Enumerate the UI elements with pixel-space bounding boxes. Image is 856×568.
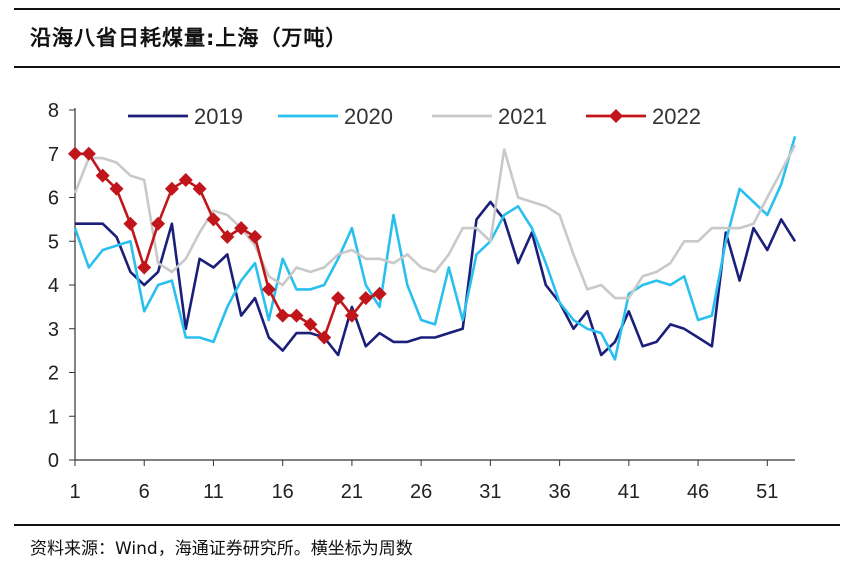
x-tick-label: 46: [687, 481, 709, 503]
data-point-2022: [275, 308, 290, 323]
y-tick-label: 2: [48, 363, 59, 385]
data-point-2022: [220, 229, 235, 244]
x-tick-label: 11: [203, 481, 224, 503]
series-line-2019: [75, 200, 797, 357]
data-point-2022: [123, 216, 138, 231]
data-point-2022: [248, 229, 262, 244]
data-point-2022: [164, 181, 179, 196]
y-tick-label: 3: [48, 319, 59, 341]
top-rule: [14, 8, 840, 10]
data-point-2022: [192, 181, 207, 196]
x-tick-label: 1: [69, 481, 80, 503]
data-point-2022: [344, 308, 359, 323]
x-tick-label: 16: [272, 481, 294, 503]
legend-label-2020: 2020: [344, 104, 393, 129]
x-tick-label: 51: [756, 481, 778, 503]
data-point-2022: [109, 181, 124, 196]
y-tick-label: 0: [48, 450, 59, 472]
y-tick-label: 1: [48, 406, 59, 428]
bottom-rule: [14, 524, 840, 526]
data-point-2022: [289, 308, 304, 323]
data-point-2022: [137, 260, 152, 275]
x-tick-label: 21: [341, 481, 363, 503]
legend: 2019 2020 2021 2022: [128, 104, 701, 129]
legend-label-2019: 2019: [194, 104, 243, 129]
legend-marker-2022: [609, 109, 623, 123]
data-point-2022: [95, 168, 110, 183]
series-line-2021: [73, 144, 797, 300]
series-line-2020: [73, 135, 797, 361]
chart-title: 沿海八省日耗煤量:上海（万吨）: [30, 26, 348, 50]
x-tick-label: 6: [139, 481, 150, 503]
x-tick-label: 36: [548, 481, 570, 503]
legend-label-2022: 2022: [652, 104, 701, 129]
data-point-2022: [372, 286, 387, 301]
data-point-2022: [178, 173, 193, 187]
series-layer: [68, 135, 797, 361]
x-tick-label: 31: [479, 481, 501, 503]
source-note: 资料来源：Wind，海通证券研究所。横坐标为周数: [30, 539, 413, 559]
title-rule: [14, 66, 840, 68]
data-point-2022: [206, 212, 221, 227]
x-tick-label: 41: [618, 481, 640, 503]
y-tick-label: 8: [48, 100, 59, 122]
y-tick-label: 5: [48, 231, 59, 253]
data-point-2022: [303, 317, 318, 332]
data-point-2022: [317, 330, 332, 345]
y-tick-label: 4: [48, 275, 59, 297]
data-point-2022: [331, 291, 346, 306]
data-point-2022: [151, 216, 166, 231]
data-point-2022: [358, 291, 373, 306]
data-point-2022: [81, 146, 96, 161]
data-point-2022: [234, 221, 249, 236]
legend-label-2021: 2021: [498, 104, 547, 129]
x-tick-label: 26: [410, 481, 432, 503]
data-point-2022: [261, 282, 276, 297]
y-tick-label: 7: [48, 144, 59, 166]
y-tick-label: 6: [48, 188, 59, 210]
data-point-2022: [68, 146, 82, 161]
